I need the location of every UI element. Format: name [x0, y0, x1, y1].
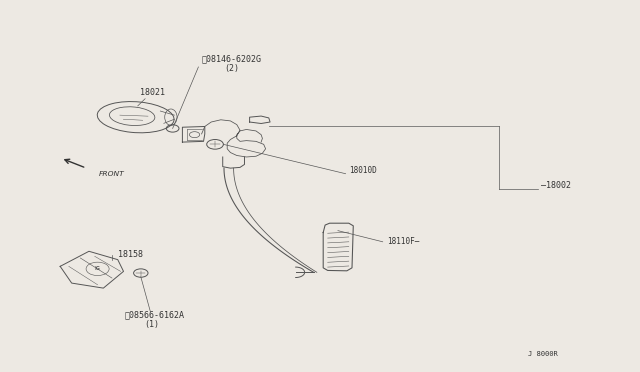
Text: Ⓑ08146-6202G: Ⓑ08146-6202G — [202, 54, 262, 63]
Text: —18002: —18002 — [541, 181, 571, 190]
Text: Ⓢ08566-6162A: Ⓢ08566-6162A — [125, 310, 185, 319]
Text: 18158: 18158 — [118, 250, 143, 259]
Text: FRONT: FRONT — [99, 171, 125, 177]
Text: 18021: 18021 — [140, 88, 164, 97]
Text: J 8000R: J 8000R — [528, 352, 557, 357]
Text: (1): (1) — [144, 320, 159, 328]
Text: 18010D: 18010D — [349, 166, 376, 175]
Text: 18110F—: 18110F— — [387, 237, 420, 246]
Text: IG: IG — [95, 266, 100, 271]
Text: (2): (2) — [224, 64, 239, 73]
